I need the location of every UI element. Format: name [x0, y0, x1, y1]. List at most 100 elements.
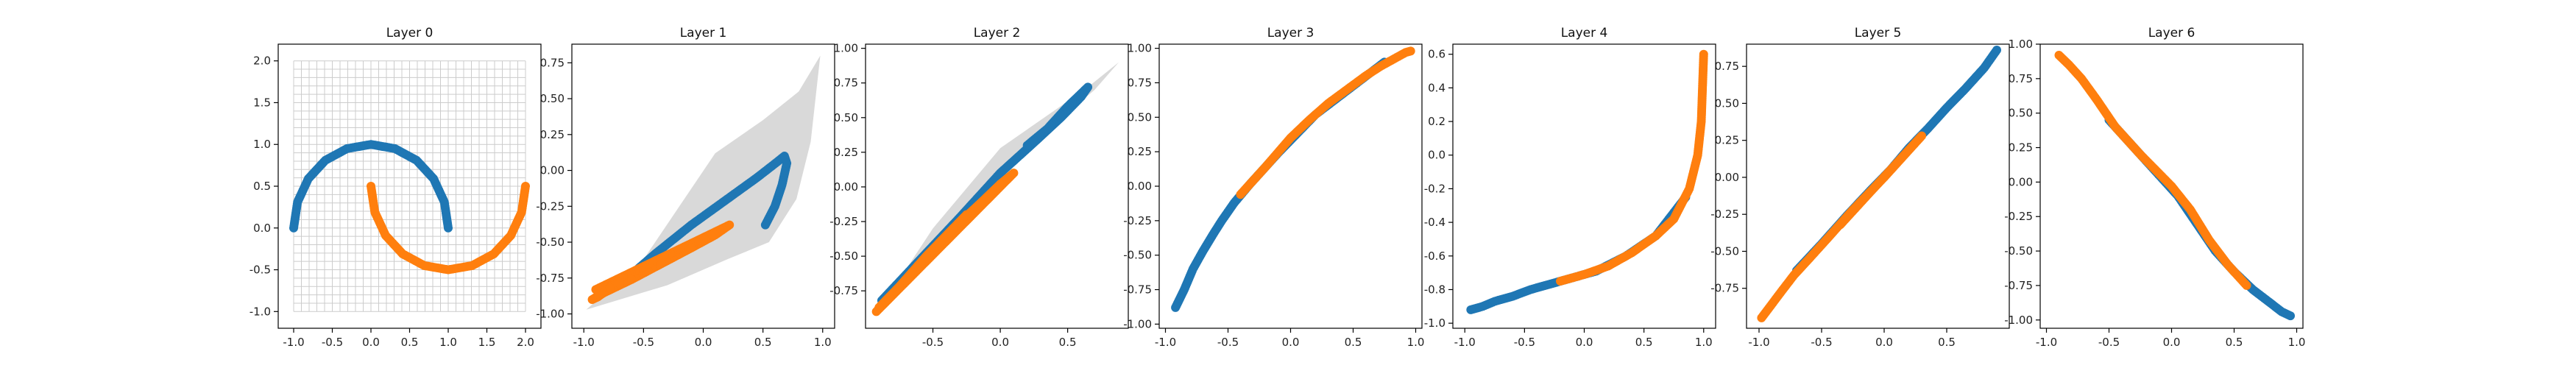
- data-point: [1180, 285, 1189, 294]
- y-tick-label: -1.00: [1123, 317, 1152, 330]
- x-tick-label: -0.5: [322, 336, 343, 349]
- data-point: [908, 268, 918, 277]
- x-tick-label: 0.5: [1635, 336, 1653, 349]
- y-tick-label: 0.50: [834, 111, 858, 124]
- data-point: [1651, 231, 1660, 241]
- data-point: [996, 169, 1005, 178]
- data-point: [429, 174, 439, 183]
- y-tick-label: 0.75: [2009, 72, 2033, 85]
- y-tick-label: -0.5: [250, 263, 271, 277]
- y-tick-label: -0.50: [829, 250, 858, 263]
- data-point: [517, 208, 526, 217]
- data-point: [1063, 102, 1072, 111]
- data-point: [1699, 49, 1708, 59]
- data-point: [1198, 247, 1208, 256]
- axes-frame: [1746, 43, 2010, 329]
- y-tick-label: -0.75: [2004, 279, 2033, 292]
- x-tick-label: -1.0: [1454, 336, 1476, 349]
- data-point: [1961, 84, 1970, 93]
- series-0: [1171, 57, 1389, 312]
- x-tick-label: 0.0: [695, 336, 712, 349]
- data-point: [2064, 60, 2074, 70]
- x-tick-label: 0.5: [1345, 336, 1362, 349]
- data-point: [710, 230, 720, 240]
- y-tick-label: 1.5: [253, 96, 271, 109]
- x-tick-label: -1.0: [1155, 336, 1176, 349]
- y-tick-label: -0.8: [1424, 283, 1446, 296]
- y-tick-label: 0.75: [1715, 60, 1739, 73]
- panel-title: Layer 3: [1267, 26, 1314, 40]
- x-tick-label: -1.0: [2036, 336, 2057, 349]
- y-tick-label: 1.00: [2009, 38, 2033, 51]
- data-point: [2265, 297, 2274, 307]
- y-tick-label: 2.0: [253, 54, 271, 68]
- panel-title: Layer 0: [386, 26, 434, 40]
- data-point: [2136, 149, 2145, 159]
- data-point: [752, 173, 762, 183]
- data-point: [2248, 285, 2257, 294]
- data-point: [871, 307, 881, 316]
- plot-area: [586, 55, 821, 310]
- x-tick-label: 0.5: [2226, 336, 2243, 349]
- x-tick-label: 1.0: [1695, 336, 1713, 349]
- data-point: [2223, 260, 2232, 269]
- data-point: [1490, 297, 1499, 306]
- data-point: [935, 238, 944, 247]
- plot-area: [1171, 46, 1415, 312]
- data-point: [1898, 152, 1908, 161]
- data-point: [1823, 233, 1833, 243]
- data-point: [591, 285, 601, 294]
- y-tick-label: 0.2: [1428, 115, 1446, 128]
- data-point: [975, 199, 985, 208]
- y-tick-label: -0.25: [536, 199, 565, 213]
- y-tick-label: -0.6: [1424, 250, 1446, 263]
- data-point: [390, 144, 400, 153]
- y-tick-label: -0.4: [1424, 216, 1446, 229]
- y-tick-label: -0.25: [1710, 208, 1739, 221]
- data-point: [398, 249, 408, 258]
- series-1: [1236, 46, 1415, 199]
- x-tick-label: -0.5: [1217, 336, 1239, 349]
- y-tick-label: 0.50: [2009, 107, 2033, 120]
- panel-title: Layer 5: [1855, 26, 1902, 40]
- y-tick-label: 0.50: [1128, 110, 1152, 124]
- y-tick-label: 0.5: [253, 180, 271, 193]
- data-point: [1009, 169, 1019, 178]
- data-point: [1627, 248, 1637, 258]
- y-tick-label: 0.25: [540, 128, 565, 141]
- data-point: [2286, 311, 2295, 321]
- panel-3: -1.0 -0.5 0.0 0.5 1.0 -1.00 -0.75 -0.50 -0.25 0.0…: [1123, 26, 1424, 349]
- panel-6: -1.0 -0.5 0.0 0.5 1.0 -1.00 -0.75 -0.50 -0.25 0.0…: [2004, 26, 2305, 349]
- x-tick-label: 0.0: [991, 336, 1009, 349]
- y-tick-label: -1.0: [250, 305, 271, 318]
- y-tick-label: 0.75: [540, 56, 565, 69]
- data-point: [1056, 113, 1066, 122]
- y-tick-label: -0.25: [829, 215, 858, 228]
- y-tick-label: 0.00: [540, 164, 565, 177]
- panel-4: -1.0 -0.5 0.0 0.5 1.0 -1.0 -0.8 -0.6 -0.4 -0.2 0.0…: [1424, 26, 1716, 349]
- axes-frame: [1158, 43, 1423, 329]
- data-point: [1406, 46, 1415, 56]
- data-point: [506, 230, 516, 240]
- x-tick-label: 0.0: [2163, 336, 2181, 349]
- data-point: [1980, 63, 1989, 73]
- data-point: [1836, 220, 1845, 230]
- data-point: [1693, 150, 1702, 160]
- data-point: [303, 174, 313, 183]
- y-tick-label: 0.0: [1428, 149, 1446, 162]
- axes-frame: [865, 43, 1129, 329]
- y-tick-label: -0.2: [1424, 182, 1446, 195]
- data-point: [2111, 122, 2120, 132]
- data-point: [2167, 182, 2176, 191]
- data-point: [760, 220, 770, 230]
- data-point: [782, 158, 792, 168]
- y-tick-label: -0.50: [1710, 244, 1739, 258]
- data-point: [2186, 205, 2195, 214]
- data-point: [1022, 141, 1032, 150]
- series-1: [367, 182, 530, 275]
- data-point: [1543, 280, 1553, 289]
- panel-1: -1.0 -0.5 0.0 0.5 1.0 -1.00 -0.75 -0.50 -0.25 0.0…: [536, 26, 835, 349]
- y-tick-label: 0.4: [1428, 81, 1446, 94]
- y-tick-label: 1.0: [253, 138, 271, 151]
